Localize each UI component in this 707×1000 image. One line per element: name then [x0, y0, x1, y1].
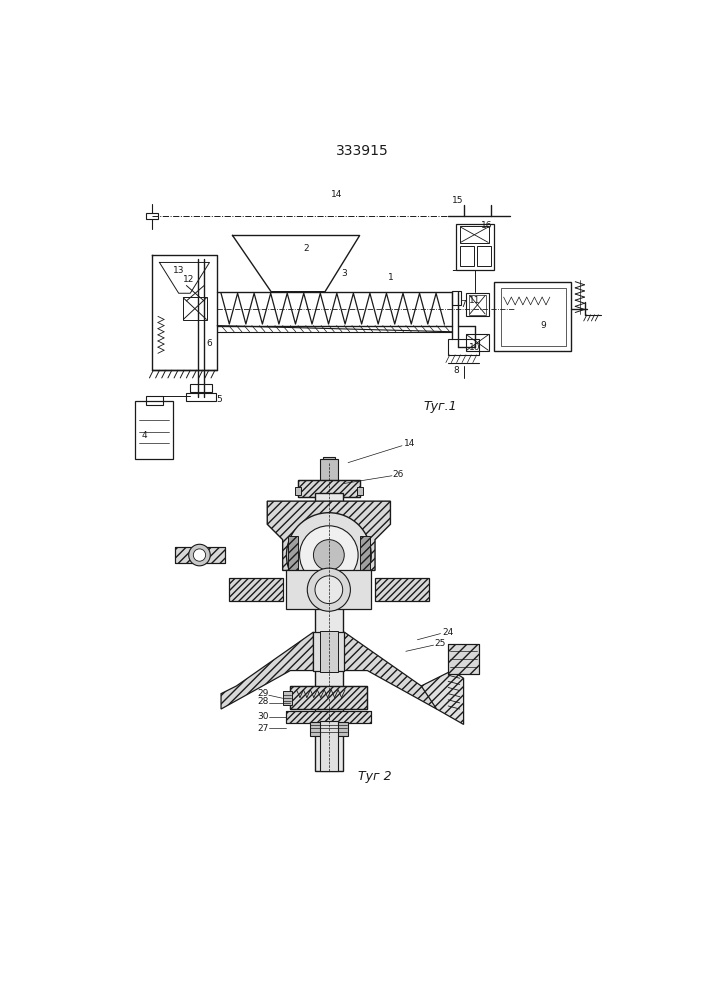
Bar: [320, 459, 338, 482]
Text: 333915: 333915: [336, 144, 388, 158]
Bar: [175, 547, 225, 563]
Bar: [310, 722, 348, 736]
Circle shape: [308, 568, 351, 611]
Text: 30: 30: [257, 712, 269, 721]
Circle shape: [189, 544, 210, 566]
Text: 15: 15: [452, 196, 464, 205]
Bar: [146, 213, 158, 219]
Bar: [466, 334, 489, 351]
Text: 8: 8: [453, 366, 459, 375]
Bar: [494, 282, 571, 351]
Bar: [175, 547, 225, 563]
Text: 3: 3: [341, 269, 347, 278]
Text: 26: 26: [392, 470, 404, 479]
Bar: [286, 711, 371, 723]
Bar: [313, 632, 344, 671]
Bar: [460, 246, 474, 266]
Text: 29: 29: [258, 689, 269, 698]
Text: 16: 16: [481, 221, 493, 230]
Bar: [298, 480, 360, 497]
Polygon shape: [221, 632, 313, 709]
Polygon shape: [375, 578, 429, 601]
Text: 1: 1: [387, 273, 393, 282]
Bar: [187, 393, 216, 401]
Bar: [456, 224, 494, 270]
Text: 2: 2: [303, 244, 308, 253]
Text: 12: 12: [183, 275, 194, 284]
Bar: [286, 711, 371, 723]
Polygon shape: [421, 671, 464, 724]
Bar: [146, 396, 163, 405]
Bar: [182, 297, 207, 320]
Text: 9: 9: [540, 321, 546, 330]
Text: 27: 27: [258, 724, 269, 733]
Bar: [298, 480, 360, 497]
Polygon shape: [288, 536, 298, 572]
Polygon shape: [360, 536, 370, 572]
Text: 5: 5: [216, 395, 223, 404]
Circle shape: [313, 540, 344, 570]
Polygon shape: [344, 632, 437, 709]
Bar: [315, 493, 343, 771]
Bar: [298, 480, 360, 497]
Bar: [175, 547, 225, 563]
Text: 6: 6: [206, 339, 212, 348]
Bar: [291, 686, 368, 709]
Polygon shape: [267, 501, 390, 570]
Text: 14: 14: [331, 190, 342, 199]
Text: 24: 24: [443, 628, 454, 637]
Text: 4: 4: [141, 431, 147, 440]
Bar: [448, 644, 479, 674]
Circle shape: [193, 549, 206, 561]
Bar: [477, 246, 491, 266]
Bar: [356, 487, 363, 495]
Bar: [295, 487, 301, 495]
Bar: [460, 226, 489, 243]
Bar: [190, 384, 212, 392]
Text: 11: 11: [469, 296, 481, 305]
Circle shape: [315, 576, 343, 604]
Bar: [448, 339, 479, 355]
Circle shape: [300, 526, 358, 584]
Bar: [452, 291, 461, 305]
Bar: [283, 691, 292, 705]
Text: 7: 7: [461, 300, 467, 309]
Bar: [448, 644, 479, 674]
Polygon shape: [229, 578, 283, 601]
Bar: [448, 644, 479, 674]
Circle shape: [286, 513, 371, 597]
Bar: [291, 686, 368, 709]
Bar: [469, 295, 486, 315]
Bar: [286, 711, 371, 723]
Text: 10: 10: [469, 343, 481, 352]
Bar: [501, 288, 566, 346]
Text: Τуг 2: Τуг 2: [358, 770, 392, 783]
Bar: [286, 570, 371, 609]
Bar: [320, 631, 338, 672]
Text: 13: 13: [173, 266, 185, 275]
Bar: [135, 401, 173, 459]
Bar: [322, 457, 335, 466]
Text: 14: 14: [404, 439, 416, 448]
Text: 28: 28: [258, 697, 269, 706]
Bar: [466, 293, 489, 316]
Bar: [320, 721, 338, 771]
Bar: [291, 686, 368, 709]
Text: 25: 25: [435, 639, 446, 648]
Text: Τуг.1: Τуг.1: [423, 400, 457, 413]
